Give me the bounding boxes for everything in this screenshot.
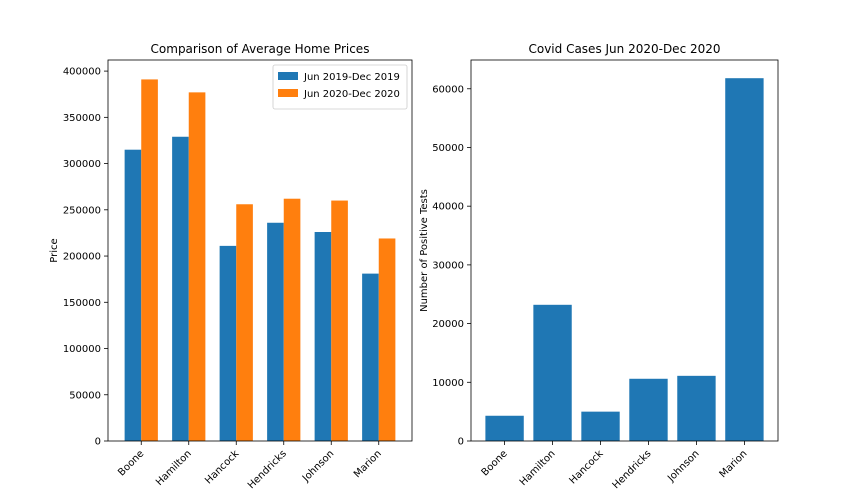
bar-boone-series-1 [124,149,142,441]
legend-swatch [278,72,298,80]
plot-frame [107,59,413,442]
bar-marion [725,78,764,442]
bar-hancock [581,411,620,441]
bar-hancock-series-2 [236,204,253,441]
legend-swatch [278,89,298,97]
y-tick-label: 200000 [63,252,101,263]
legend-label: Jun 2019-Dec 2019 [303,72,400,83]
bar-hendricks [629,378,668,441]
bar-boone [485,415,524,441]
legend: Jun 2019-Dec 2019 Jun 2020-Dec 2020 [272,64,408,110]
y-tick-label: 300000 [63,159,101,170]
y-tick-label: 60000 [432,84,464,95]
bar-johnson-series-2 [331,200,348,441]
legend-box [272,64,408,110]
plot-frame [470,59,779,442]
bar-johnson-series-1 [314,232,332,441]
y-tick-label: 400000 [63,67,101,78]
y-tick-label: 0 [95,437,101,448]
y-tick-label: 50000 [69,390,101,401]
y-tick-label: 150000 [63,298,101,309]
bar-boone-series-2 [141,79,158,441]
bar-marion-series-2 [378,238,396,441]
y-tick-label: 50000 [432,143,464,154]
chart-title: Comparison of Average Home Prices [151,42,370,56]
bar-hendricks-series-2 [283,198,301,441]
y-tick-label: 40000 [432,202,464,213]
y-tick-label: 100000 [63,344,101,355]
bar-hendricks-series-1 [267,222,284,441]
bar-johnson [677,375,716,441]
y-tick-label: 30000 [432,260,464,271]
home-prices-chart: 0 50000 100000 150000 200000 250000 300000 3500… [49,42,413,491]
bar-hamilton [533,304,572,441]
legend-label: Jun 2020-Dec 2020 [303,89,400,100]
y-axis-label: Price [49,238,60,262]
y-tick-label: 10000 [432,378,464,389]
y-axis-label: Number of Positive Tests [419,189,430,312]
bar-hamilton-series-2 [188,92,206,441]
chart-title: Covid Cases Jun 2020-Dec 2020 [528,42,720,56]
bar-marion-series-1 [362,273,379,441]
y-tick-label: 350000 [63,113,101,124]
bar-hancock-series-1 [219,245,237,441]
y-tick-label: 250000 [63,205,101,216]
bar-hamilton-series-1 [172,136,189,441]
y-tick-label: 0 [458,437,464,448]
y-tick-label: 20000 [432,319,464,330]
